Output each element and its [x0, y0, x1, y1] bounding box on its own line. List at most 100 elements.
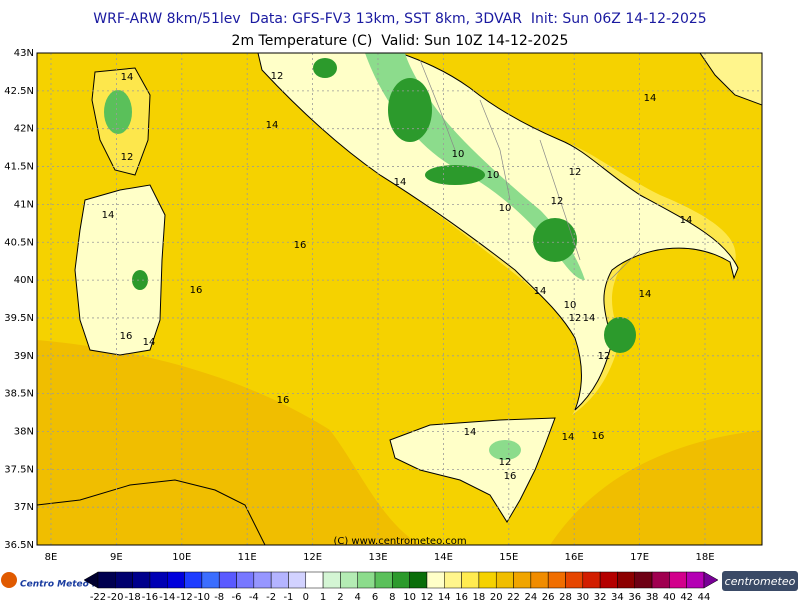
contour-label: 14 — [680, 215, 693, 226]
colorbar-label: 18 — [473, 592, 486, 600]
logo-icon — [1, 572, 17, 588]
warm-sea — [550, 430, 762, 545]
colorbar-label: -18 — [124, 592, 140, 600]
italy — [257, 53, 739, 411]
colorbar-box — [115, 571, 133, 589]
colorbar-box — [426, 571, 445, 589]
colorbar-box — [184, 571, 203, 589]
colorbar-label: 44 — [698, 592, 711, 600]
colorbar-label: -20 — [107, 592, 123, 600]
mountains — [533, 218, 577, 262]
colorbar-box — [617, 571, 635, 589]
contour-label: 16 — [277, 395, 290, 406]
lat-tick-label: 37N — [14, 502, 34, 513]
contour-label: 12 — [551, 196, 564, 207]
credit: (C) www.centrometeo.com — [333, 536, 466, 547]
lat-tick-label: 43N — [14, 48, 34, 59]
lon-tick-label: 8E — [45, 552, 58, 563]
colorbar-box — [97, 571, 116, 589]
colorbar-box — [305, 571, 324, 589]
logo-text: Centro Meteo Ita — [20, 580, 106, 590]
lon-tick-label: 12E — [303, 552, 322, 563]
colorbar-label: 28 — [559, 592, 572, 600]
croatia — [699, 53, 762, 106]
contour-label: 12 — [271, 71, 284, 82]
lon-tick-label: 10E — [172, 552, 191, 563]
contour-label: 14 — [121, 72, 134, 83]
colorbar-box — [582, 571, 601, 589]
colorbar-label: -16 — [142, 592, 158, 600]
colorbar-label: 30 — [576, 592, 589, 600]
colorbar-label: -8 — [214, 592, 224, 600]
mountains — [104, 90, 132, 134]
colorbar-label: 34 — [611, 592, 624, 600]
colorbar-label: 24 — [524, 592, 537, 600]
contour-label: 12 — [499, 457, 512, 468]
lon-tick-label: 9E — [110, 552, 123, 563]
contour-label: 14 — [464, 427, 477, 438]
contour-label: 14 — [394, 177, 407, 188]
colorbar-box — [167, 571, 185, 589]
mountains — [388, 78, 432, 142]
colorbar-box — [322, 571, 341, 589]
colorbar-box — [599, 571, 618, 589]
mountains — [489, 440, 521, 460]
colorbar-label: 2 — [337, 592, 343, 600]
colorbar-box — [132, 571, 151, 589]
contour-label: 14 — [644, 93, 657, 104]
contour-label: 10 — [564, 300, 577, 311]
colorbar-label: -12 — [176, 592, 192, 600]
colorbar-label: -2 — [266, 592, 276, 600]
colorbar-label: 20 — [490, 592, 503, 600]
colorbar-label: 16 — [455, 592, 468, 600]
colorbar-box — [340, 571, 358, 589]
tunisia — [37, 479, 266, 545]
colorbar-label: 0 — [303, 592, 309, 600]
colorbar-label: 42 — [680, 592, 693, 600]
lon-tick-label: 15E — [499, 552, 518, 563]
contour-label: 16 — [120, 331, 133, 342]
lat-tick-label: 39N — [14, 351, 34, 362]
colorbar-box — [236, 571, 255, 589]
contour-label: 14 — [534, 286, 547, 297]
colorbar-box — [478, 571, 497, 589]
colorbar-box — [149, 571, 168, 589]
lat-tick-label: 41.5N — [4, 162, 34, 173]
mountains — [132, 270, 148, 290]
mountains — [604, 317, 636, 353]
lon-tick-label: 14E — [434, 552, 453, 563]
lon-tick-label: 18E — [695, 552, 714, 563]
colorbar-label: 38 — [646, 592, 659, 600]
contour-label: 12 — [598, 351, 611, 362]
colorbar-label: -4 — [249, 592, 259, 600]
lat-tick-label: 40N — [14, 275, 34, 286]
logo-bg — [722, 571, 798, 591]
contour-label: 14 — [143, 337, 156, 348]
contour-label: 12 — [121, 152, 134, 163]
lon-tick-label: 13E — [368, 552, 387, 563]
colorbar-label: 12 — [421, 592, 434, 600]
map: (C) www.centrometeo.com — [36, 52, 763, 547]
colorbar-box — [218, 571, 237, 589]
colorbar-label: 8 — [389, 592, 395, 600]
colorbar-box — [444, 571, 462, 589]
lat-tick-label: 39.5N — [4, 313, 34, 324]
mountains — [425, 165, 485, 185]
logo-text: centrometeo — [725, 575, 796, 588]
contour-label: 14 — [102, 210, 115, 221]
lat-tick-label: 37.5N — [4, 464, 34, 475]
logo-left: Centro Meteo Ita — [1, 572, 106, 590]
colorbar-label: 40 — [663, 592, 676, 600]
contour-label: 10 — [487, 170, 500, 181]
colorbar-label: 10 — [403, 592, 416, 600]
colorbar-label: -1 — [283, 592, 293, 600]
lon-tick-label: 17E — [630, 552, 649, 563]
contour-label: 14 — [639, 289, 652, 300]
colorbar-label: 1 — [320, 592, 326, 600]
colorbar-box — [686, 571, 705, 589]
colorbar-box — [288, 571, 307, 589]
colorbar-box — [651, 571, 670, 589]
colorbar-box — [270, 571, 289, 589]
lat-tick-label: 41N — [14, 199, 34, 210]
colorbar-box — [565, 571, 584, 589]
